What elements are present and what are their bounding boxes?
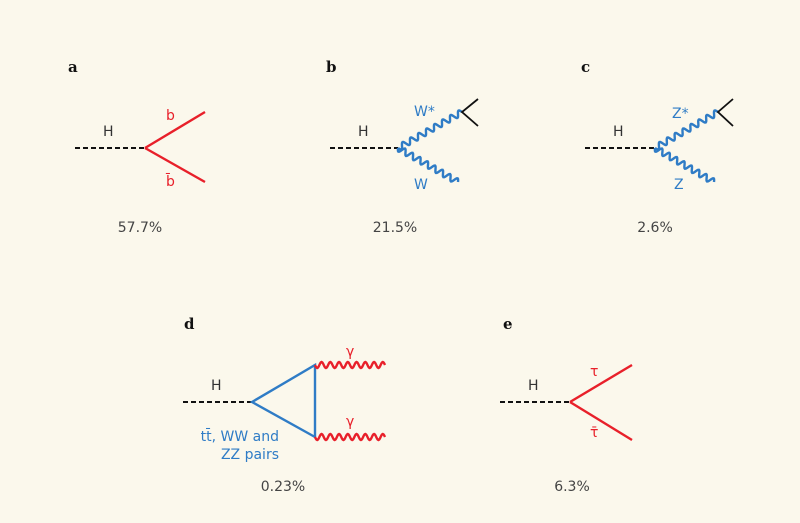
branching-fraction: 57.7%	[118, 220, 162, 236]
panel-e: e H τ τ̄ 6.3%	[500, 315, 633, 495]
particle-label: H	[103, 124, 114, 140]
fermion-lines	[144, 110, 206, 184]
photon-line	[313, 432, 387, 442]
photon-line	[313, 360, 387, 370]
particle-label: γ	[346, 344, 354, 360]
boson-line	[396, 147, 460, 183]
loop-label: tt̄, WW and	[201, 427, 279, 445]
decay-fork	[716, 98, 734, 127]
particle-label: Z	[674, 177, 684, 193]
particle-label: H	[211, 378, 222, 394]
boson-line	[397, 109, 463, 151]
boson-line	[653, 147, 716, 183]
fermion-lines	[569, 363, 633, 442]
decay-fork	[460, 98, 479, 127]
panel-a: a H b b̄ 57.7%	[68, 58, 206, 236]
panel-label: a	[68, 58, 78, 76]
branching-fraction: 6.3%	[554, 479, 590, 495]
panel-label: c	[581, 58, 590, 76]
boson-line	[654, 109, 719, 151]
particle-label: b	[166, 108, 175, 124]
panel-c: c H Z* Z 2.6%	[581, 58, 734, 236]
loop-triangle	[249, 362, 317, 440]
panel-label: b	[326, 58, 337, 76]
panel-label: e	[503, 315, 513, 333]
panel-b: b H W* W 21.5%	[326, 58, 479, 236]
particle-label: γ	[346, 414, 354, 430]
panel-label: d	[184, 315, 195, 333]
particle-label: W	[414, 177, 428, 193]
branching-fraction: 2.6%	[637, 220, 673, 236]
branching-fraction: 21.5%	[373, 220, 417, 236]
loop-label: ZZ pairs	[221, 447, 279, 463]
branching-fraction: 0.23%	[261, 479, 305, 495]
particle-label: τ̄	[590, 425, 598, 441]
particle-label: b̄	[165, 172, 175, 190]
particle-label: H	[613, 124, 624, 140]
particle-label: W*	[414, 104, 435, 120]
panel-d: d H γ γ tt̄, WW and ZZ pairs 0.23%	[183, 315, 387, 495]
particle-label: H	[528, 378, 539, 394]
particle-label: H	[358, 124, 369, 140]
particle-label: Z*	[672, 106, 689, 122]
particle-label: τ	[590, 364, 598, 380]
